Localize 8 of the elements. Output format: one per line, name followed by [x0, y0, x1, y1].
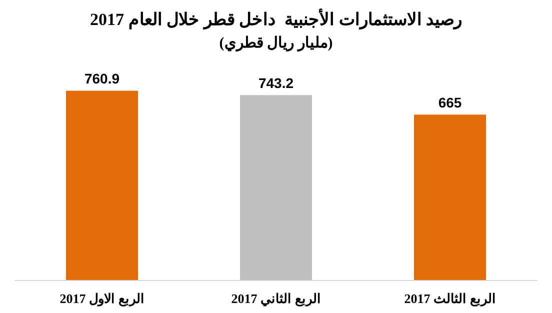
- x-tick-label: الربع الثالث 2017: [404, 291, 496, 307]
- x-tick-label: الربع الاول 2017: [60, 291, 144, 307]
- chart-subtitle: (مليار ريال قطري): [219, 36, 333, 52]
- data-label: 760.9: [84, 70, 120, 87]
- x-tick-label: الربع الثاني 2017: [231, 291, 321, 307]
- data-label: 743.2: [258, 75, 294, 92]
- data-label: 665: [438, 94, 462, 111]
- chart-title: رصيد الاستثمارات الأجنبية داخل قطر خلال العام 2017: [90, 8, 462, 30]
